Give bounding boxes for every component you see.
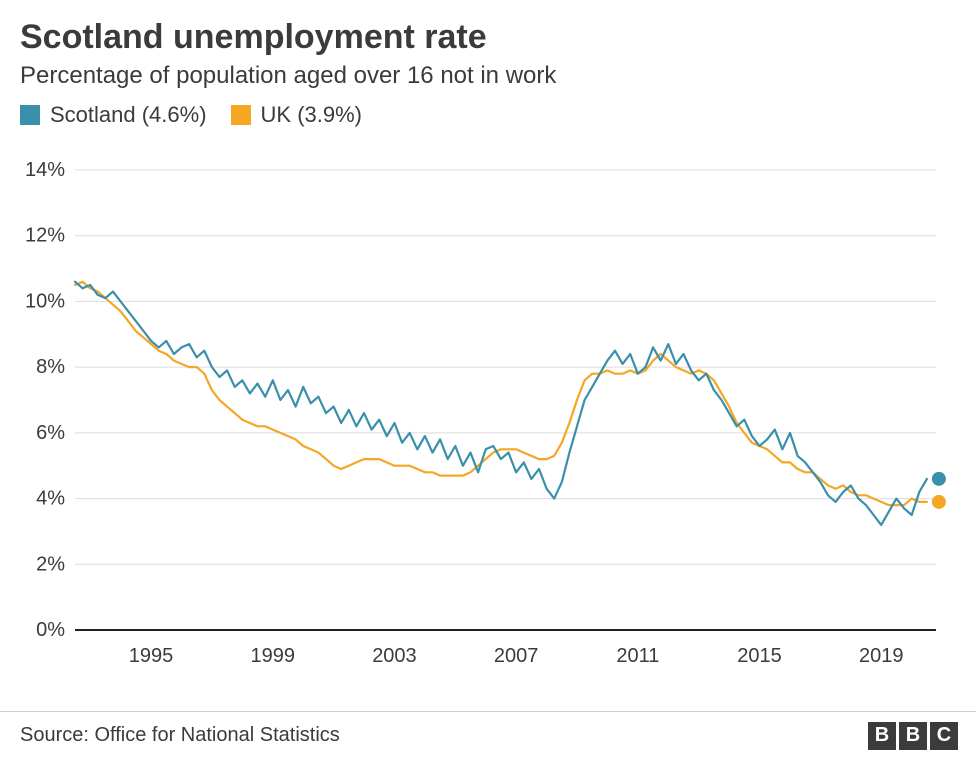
x-tick-label: 2003 [372, 645, 417, 667]
legend-label-uk: UK (3.9%) [261, 102, 362, 128]
plot-area: 0% 2% 4% 6% 8% 10% 12% 14% 1995 1999 2003 2007 2011 2… [0, 150, 976, 680]
y-tick-label: 10% [25, 290, 65, 312]
bbc-logo-c: C [930, 722, 958, 750]
y-tick-label: 6% [36, 422, 65, 444]
chart-title: Scotland unemployment rate [20, 18, 487, 57]
legend-item-scotland: Scotland (4.6%) [20, 102, 207, 128]
x-tick-label: 2011 [616, 645, 659, 667]
x-tick-label: 1995 [129, 645, 174, 667]
end-marker-uk [932, 495, 946, 509]
bbc-logo-b2: B [899, 722, 927, 750]
y-tick-label: 2% [36, 553, 65, 575]
y-tick-label: 12% [25, 225, 65, 247]
y-tick-label: 0% [36, 619, 65, 641]
legend-swatch-scotland [20, 105, 40, 125]
y-tick-label: 4% [36, 488, 65, 510]
chart-subtitle: Percentage of population aged over 16 no… [20, 62, 556, 90]
footer: Source: Office for National Statistics B… [0, 711, 976, 759]
y-tick-label: 14% [25, 159, 65, 181]
x-tick-label: 1999 [251, 645, 296, 667]
x-tick-label: 2007 [494, 645, 539, 667]
chart-container: Scotland unemployment rate Percentage of… [0, 0, 976, 759]
series-line-uk [75, 282, 927, 505]
legend-label-scotland: Scotland (4.6%) [50, 102, 207, 128]
legend-swatch-uk [231, 105, 251, 125]
y-tick-label: 8% [36, 356, 65, 378]
bbc-logo-b1: B [868, 722, 896, 750]
bbc-logo: B B C [868, 722, 958, 750]
legend: Scotland (4.6%) UK (3.9%) [20, 102, 362, 128]
x-tick-label: 2019 [859, 645, 904, 667]
source-text: Source: Office for National Statistics [20, 724, 340, 747]
legend-item-uk: UK (3.9%) [231, 102, 362, 128]
x-tick-label: 2015 [737, 645, 782, 667]
end-marker-scotland [932, 472, 946, 486]
series-line-scotland [75, 282, 927, 525]
